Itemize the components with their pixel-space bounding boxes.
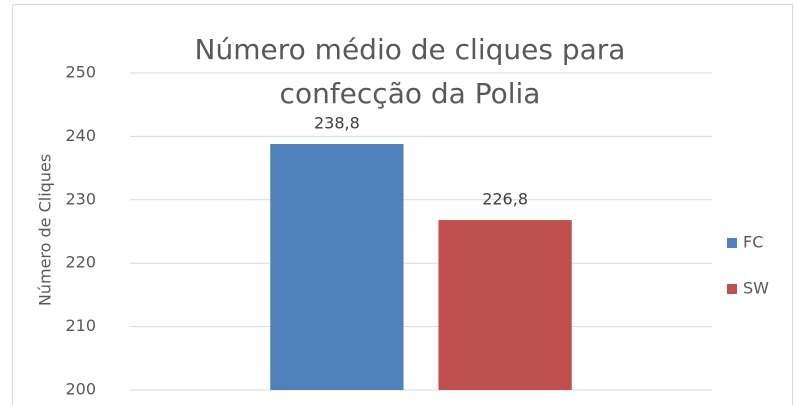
legend-label: SW [743, 279, 769, 298]
legend-label: FC [743, 233, 763, 252]
data-label: 238,8 [314, 114, 360, 133]
y-tick-label: 200 [65, 380, 96, 399]
legend-swatch [727, 284, 737, 294]
legend-swatch [727, 238, 737, 248]
chart-title: Número médio de cliques para confecção d… [194, 33, 626, 110]
chart-border [12, 4, 793, 405]
y-axis-label: Número de Cliques [36, 154, 55, 306]
y-tick-label: 230 [65, 189, 96, 208]
y-tick-label: 250 [65, 63, 96, 82]
y-tick-label: 220 [65, 253, 96, 272]
y-tick-label: 240 [65, 126, 96, 145]
bar [438, 220, 572, 390]
bar [270, 144, 404, 390]
data-label: 226,8 [482, 190, 528, 209]
y-tick-label: 210 [65, 316, 96, 335]
